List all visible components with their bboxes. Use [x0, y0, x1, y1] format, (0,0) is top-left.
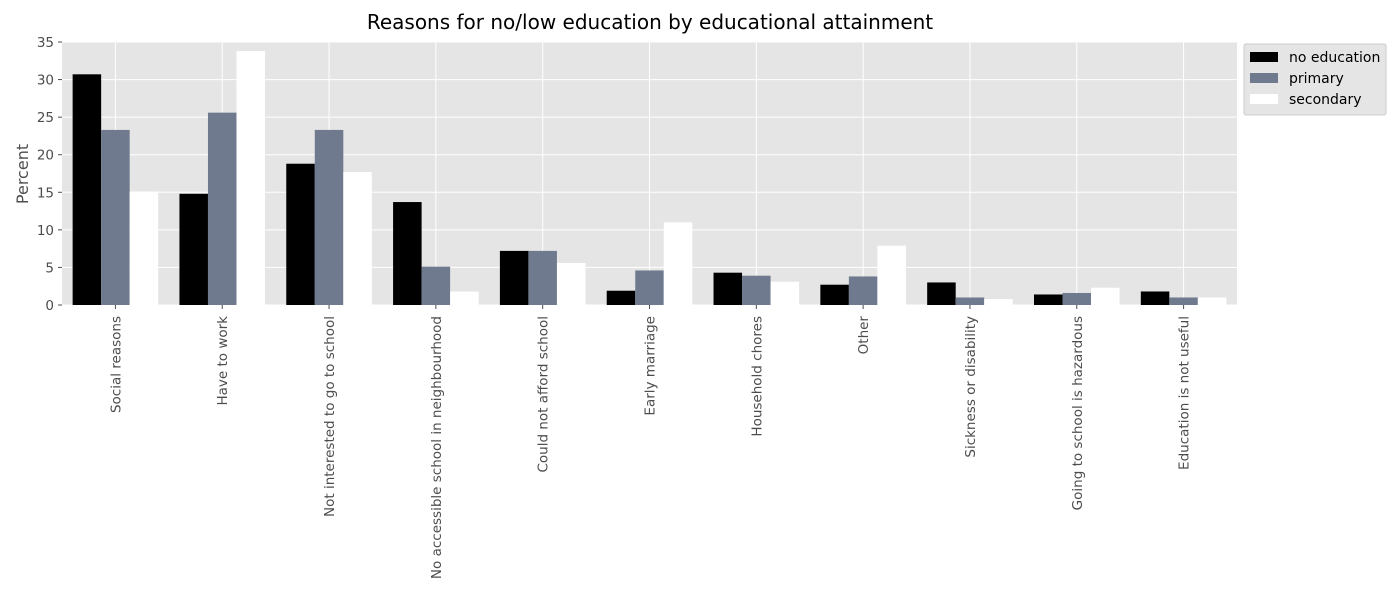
bar-secondary-5 — [663, 222, 693, 305]
y-tick-label: 20 — [37, 148, 54, 164]
y-tick-label: 30 — [37, 73, 54, 89]
y-axis-label: Percent — [13, 144, 32, 204]
bars — [72, 51, 1227, 306]
bar-secondary-1 — [236, 51, 266, 305]
y-axis-ticks: 0 5 10 15 20 25 30 35 — [37, 35, 62, 314]
y-tick-label: 10 — [37, 223, 54, 239]
bar-secondary-9 — [1091, 287, 1120, 305]
bar-secondary-3 — [450, 291, 479, 305]
y-tick-label: 35 — [37, 35, 54, 51]
x-tick-label: Not interested to go to school — [322, 316, 338, 517]
y-tick-label: 0 — [45, 298, 54, 314]
bar-no-education-2 — [286, 163, 315, 305]
bar-secondary-2 — [343, 171, 372, 305]
bar-primary-9 — [1062, 292, 1092, 305]
legend-label: primary — [1289, 71, 1344, 87]
bar-no-education-4 — [499, 250, 529, 305]
x-tick-label: Other — [856, 316, 872, 355]
legend-label: secondary — [1289, 92, 1362, 108]
y-tick-label: 5 — [45, 260, 54, 276]
bar-no-education-5 — [606, 290, 636, 305]
bar-primary-8 — [955, 297, 985, 305]
x-tick-label: Early marriage — [643, 316, 659, 416]
bar-secondary-0 — [129, 191, 159, 305]
bar-primary-1 — [207, 112, 237, 306]
x-tick-label: Sickness or disability — [963, 316, 979, 458]
x-tick-label: Social reasons — [108, 316, 124, 413]
x-tick-label: Could not afford school — [536, 316, 552, 473]
bar-no-education-9 — [1033, 294, 1063, 305]
bar-secondary-8 — [984, 298, 1013, 305]
bar-primary-2 — [314, 129, 344, 305]
x-tick-label: Have to work — [215, 316, 231, 406]
bar-no-education-7 — [820, 284, 849, 305]
bar-no-education-10 — [1140, 291, 1170, 305]
y-tick-label: 25 — [37, 110, 54, 126]
legend-swatch-no-education — [1250, 52, 1278, 62]
bar-secondary-10 — [1197, 297, 1227, 305]
x-tick-label: Going to school is hazardous — [1070, 316, 1086, 510]
bar-primary-6 — [742, 275, 771, 305]
legend: no education primary secondary — [1243, 43, 1387, 116]
bar-primary-7 — [848, 276, 878, 305]
bar-secondary-6 — [770, 281, 800, 305]
x-tick-label: No accessible school in neighbourhood — [429, 316, 445, 579]
legend-swatch-secondary — [1250, 94, 1278, 104]
bar-primary-0 — [101, 129, 130, 305]
y-tick-label: 15 — [37, 185, 54, 201]
x-tick-label: Education is not useful — [1177, 316, 1193, 470]
bar-secondary-4 — [556, 262, 586, 305]
chart-title: Reasons for no/low education by educatio… — [367, 10, 933, 34]
bar-primary-5 — [635, 270, 664, 305]
bar-primary-3 — [421, 266, 451, 305]
legend-label: no education — [1289, 50, 1380, 66]
legend-swatch-primary — [1250, 73, 1278, 83]
bar-no-education-8 — [927, 282, 956, 305]
x-tick-label: Household chores — [749, 316, 765, 437]
bar-no-education-1 — [179, 193, 208, 305]
bar-no-education-0 — [72, 74, 102, 305]
bar-primary-4 — [528, 250, 557, 305]
bar-no-education-3 — [393, 202, 422, 305]
bar-primary-10 — [1169, 297, 1198, 305]
bar-secondary-7 — [877, 245, 906, 305]
legend-box — [1243, 43, 1387, 116]
x-axis-ticks: Social reasons Have to work Not interested… — [108, 305, 1193, 579]
bar-no-education-6 — [713, 272, 743, 305]
